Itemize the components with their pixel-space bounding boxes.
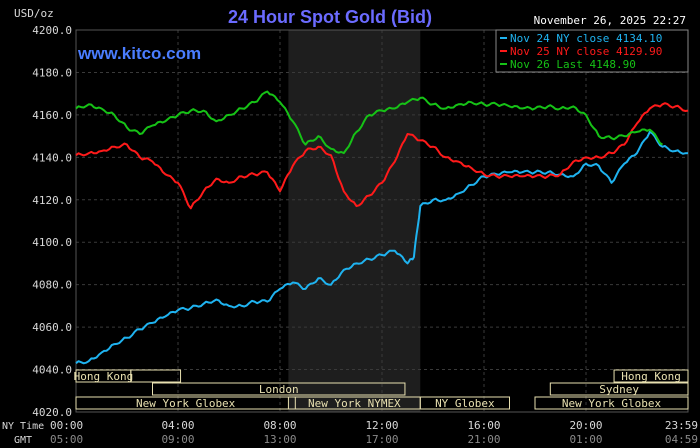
session-label: New York Globex	[136, 397, 236, 410]
session-label: London	[259, 383, 299, 396]
y-tick-label: 4200.0	[32, 24, 72, 37]
x-tick-label-ny: 16:00	[467, 419, 500, 432]
series-group	[75, 90, 689, 365]
y-tick-label: 4180.0	[32, 66, 72, 79]
x-tick-label-ny: 04:00	[161, 419, 194, 432]
date-label: November 26, 2025 22:27	[534, 14, 686, 27]
series-line-3	[75, 90, 664, 155]
plot-frame	[75, 29, 689, 413]
series-line-2	[75, 102, 689, 210]
y-tick-label: 4160.0	[32, 109, 72, 122]
x-tick-label-gmt: 05:00	[50, 433, 83, 446]
session-bar	[534, 396, 689, 410]
x-tick-label-gmt: 04:59	[665, 433, 698, 446]
session-bar	[75, 396, 296, 410]
legend-box	[495, 29, 689, 73]
nymex-shaded-region	[288, 30, 421, 412]
axis-labels: 4200.0 4180.0 4160.0 4140.0 4120.0 4100.0 4080…	[32, 24, 698, 446]
x-tick-label-gmt: 21:00	[467, 433, 500, 446]
y-axis-label: USD/oz	[14, 7, 54, 20]
y-tick-label: 4060.0	[32, 321, 72, 334]
chart-title: 24 Hour Spot Gold (Bid)	[228, 7, 432, 27]
session-bar	[152, 382, 406, 396]
legend-entry: Nov 24 NY close 4134.10	[510, 32, 662, 45]
session-label: New York NYMEX	[308, 397, 401, 410]
y-tick-label: 4020.0	[32, 406, 72, 419]
session-bar	[549, 382, 689, 396]
y-tick-label: 4100.0	[32, 236, 72, 249]
plot-background	[288, 30, 421, 412]
session-label: NY Globex	[435, 397, 495, 410]
x-tick-label-ny: 08:00	[263, 419, 296, 432]
session-bar	[613, 369, 689, 383]
gmt-label: GMT	[14, 435, 32, 446]
session-label: Hong Kong	[74, 370, 134, 383]
x-tick-label-gmt: 13:00	[263, 433, 296, 446]
y-tick-label: 4140.0	[32, 151, 72, 164]
x-tick-label-gmt: 17:00	[365, 433, 398, 446]
x-tick-label-ny: 23:59	[665, 419, 698, 432]
legend-entry: Nov 26 Last 4148.90	[510, 58, 636, 71]
brand-watermark: www.kitco.com	[77, 44, 201, 63]
y-tick-label: 4040.0	[32, 364, 72, 377]
session-label: Hong Kong	[621, 370, 681, 383]
x-tick-label-ny: 20:00	[569, 419, 602, 432]
series-line-1	[75, 130, 689, 365]
x-tick-label-ny: 12:00	[365, 419, 398, 432]
session-bar	[130, 369, 182, 383]
x-tick-label-gmt: 09:00	[161, 433, 194, 446]
legend-entry: Nov 25 NY close 4129.90	[510, 45, 662, 58]
session-label: New York Globex	[562, 397, 662, 410]
y-tick-label: 4080.0	[32, 279, 72, 292]
y-tick-label: 4120.0	[32, 194, 72, 207]
session-bar	[419, 396, 510, 410]
session-label: Sydney	[599, 383, 639, 396]
x-tick-label-ny: 00:00	[50, 419, 83, 432]
ny-time-label: NY Time	[2, 421, 44, 432]
x-tick-label-gmt: 01:00	[569, 433, 602, 446]
